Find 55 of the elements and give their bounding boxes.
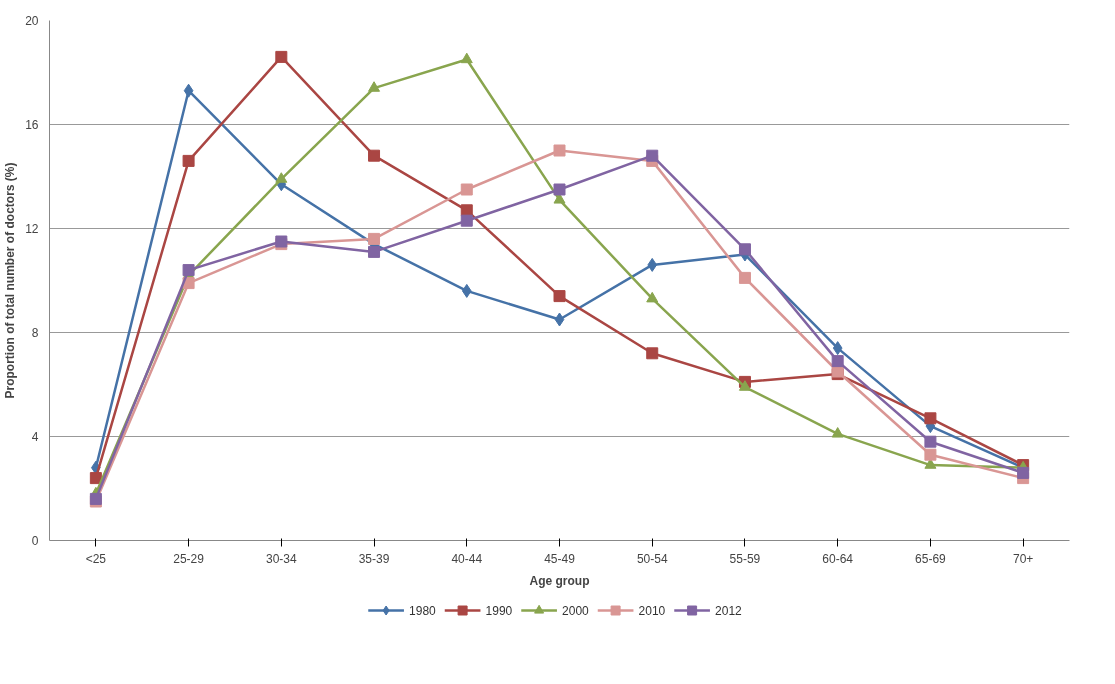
x-tick-label: 45-49 [544, 551, 576, 566]
point [646, 347, 659, 360]
point [924, 448, 937, 461]
point [182, 154, 195, 167]
point [1017, 466, 1030, 479]
x-tick-label: 70+ [1012, 551, 1034, 566]
point [646, 149, 659, 162]
point [182, 264, 195, 277]
x-tick-label: <25 [85, 551, 107, 566]
point [553, 144, 566, 157]
point [831, 427, 844, 438]
point [460, 214, 473, 227]
point [460, 183, 473, 196]
point [553, 290, 566, 303]
y-tick-label: 0 [31, 534, 39, 548]
point [183, 83, 194, 98]
y-tick-label: 8 [31, 326, 39, 340]
point [924, 412, 937, 425]
x-tick-label: 30-34 [265, 551, 297, 566]
x-tick-label: 55-59 [729, 551, 761, 566]
y-tick-label: 16 [25, 118, 39, 132]
x-tick-label: 60-64 [822, 551, 854, 566]
legend-label: 2010 [638, 604, 666, 618]
point [275, 172, 288, 183]
point [738, 271, 751, 284]
x-tick-label: 50-54 [636, 551, 668, 566]
point [368, 81, 381, 92]
point [832, 341, 843, 356]
point [738, 243, 751, 256]
point [831, 355, 844, 368]
point [738, 380, 751, 391]
x-tick-label: 35-39 [358, 551, 390, 566]
legend-label: 2012 [715, 604, 743, 618]
point [275, 50, 288, 63]
y-tick-label: 12 [25, 222, 39, 236]
point [647, 257, 658, 272]
x-tick-label: 40-44 [451, 551, 483, 566]
point [460, 52, 473, 64]
y-tick-label: 20 [25, 14, 39, 28]
point [924, 435, 937, 448]
point [368, 149, 381, 162]
point [461, 283, 472, 298]
point [460, 204, 473, 217]
point [554, 312, 565, 327]
legend-label: 1980 [409, 604, 437, 618]
point [89, 472, 102, 485]
x-tick-label: 25-29 [173, 551, 205, 566]
legend-label: 1990 [485, 604, 513, 618]
point [646, 291, 659, 303]
x-axis-title: Age group [529, 573, 590, 588]
y-axis-title: Proportion of total number of doctors (%) [3, 162, 18, 399]
x-tick-label: 65-69 [915, 551, 947, 566]
point [553, 183, 566, 196]
legend-label: 2000 [562, 604, 590, 618]
y-tick-label: 4 [31, 430, 39, 444]
